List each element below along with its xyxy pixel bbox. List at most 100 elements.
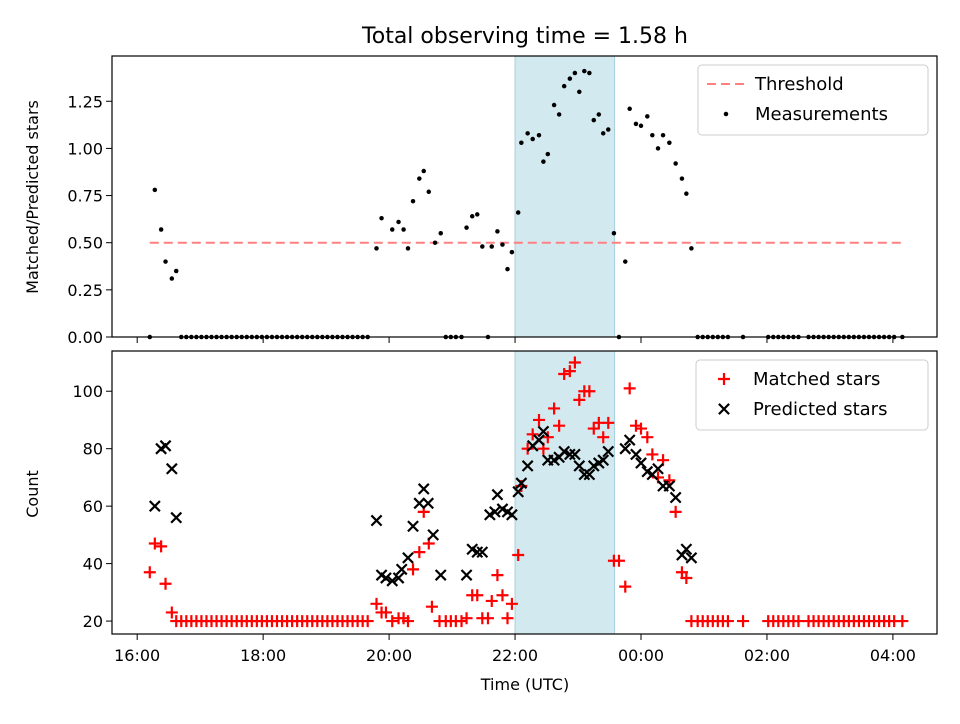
measurement-point xyxy=(426,189,432,195)
legend-label: Measurements xyxy=(755,104,888,125)
predicted-star-point xyxy=(583,468,596,481)
predicted-star-point xyxy=(460,569,473,581)
matched-star-point xyxy=(425,600,438,613)
matched-star-point xyxy=(481,612,494,625)
legend-label: Predicted stars xyxy=(753,399,887,420)
measurement-point xyxy=(158,227,164,232)
measurement-point xyxy=(489,244,495,249)
x-tick-label: 02:00 xyxy=(744,646,790,665)
predicted-star-point xyxy=(521,460,534,472)
x-axis-label: Time (UTC) xyxy=(480,675,569,694)
measurement-point xyxy=(650,132,655,138)
predicted-star-point xyxy=(386,574,399,587)
predicted-star-point xyxy=(370,514,383,527)
measurement-point xyxy=(679,176,685,181)
measurement-point xyxy=(536,132,542,138)
x-tick-label: 04:00 xyxy=(870,646,916,665)
measurement-point xyxy=(600,131,606,136)
measurement-point xyxy=(163,259,168,264)
y-tick-label: 80 xyxy=(83,440,103,459)
matched-star-point xyxy=(460,612,473,625)
matched-star-point xyxy=(612,554,625,567)
y-axis-label-bottom: Count xyxy=(23,470,42,518)
matched-star-point xyxy=(413,546,426,559)
matched-star-point xyxy=(501,612,514,625)
measurement-point xyxy=(519,140,524,146)
measurement-point xyxy=(505,266,510,272)
measurement-point xyxy=(530,136,535,142)
matched-star-point xyxy=(721,615,734,628)
measurement-point xyxy=(587,70,592,76)
predicted-star-point xyxy=(170,511,183,524)
matched-star-point xyxy=(370,597,383,610)
measurement-point xyxy=(509,249,515,255)
measurement-point xyxy=(611,231,617,236)
measurement-point xyxy=(623,259,628,264)
measurement-point xyxy=(596,112,602,117)
matched-star-point xyxy=(548,402,561,415)
predicted-star-point xyxy=(491,488,504,501)
predicted-star-point xyxy=(427,529,440,541)
matched-star-point xyxy=(558,367,571,380)
predicted-star-point xyxy=(597,454,610,467)
x-tick-label: 22:00 xyxy=(492,646,538,665)
observing-window xyxy=(514,350,616,635)
matched-star-point xyxy=(896,615,909,628)
measurement-point xyxy=(374,246,379,251)
measurement-point xyxy=(169,276,175,281)
measurement-point xyxy=(567,76,573,81)
top-panel: 0.00 0.25 0.50 0.75 1.00 1.25 Threshold Measure… xyxy=(67,55,938,347)
matched-star-point xyxy=(597,431,610,444)
legend-label: Matched stars xyxy=(753,369,880,390)
matched-star-point xyxy=(573,393,586,406)
measurement-point xyxy=(500,242,505,247)
matched-star-point xyxy=(602,416,615,429)
measurement-point xyxy=(660,132,666,138)
measurement-point xyxy=(582,68,587,74)
matched-star-point xyxy=(165,606,178,619)
matched-star-point xyxy=(386,615,399,628)
predicted-star-point xyxy=(669,491,682,504)
matched-star-point xyxy=(361,615,374,628)
predicted-star-point xyxy=(417,483,430,495)
y-axis-label-top: Matched/Predicted stars xyxy=(23,100,42,294)
predicted-star-point xyxy=(506,508,518,521)
matched-star-point xyxy=(737,615,750,628)
measurement-point xyxy=(572,70,578,76)
y-tick-label: 20 xyxy=(83,612,103,631)
chart-title: Total observing time = 1.58 h xyxy=(361,24,688,49)
matched-star-point xyxy=(641,431,654,444)
predicted-star-point xyxy=(573,460,586,472)
predicted-star-point xyxy=(512,485,525,498)
bottom-panel: 20 40 60 80 100 16:00 18:00 20:00 22:00 00:00 02:0… xyxy=(72,350,938,665)
matched-star-point xyxy=(619,580,632,593)
matched-star-point xyxy=(583,385,596,398)
y-tick-label: 1.25 xyxy=(67,92,103,111)
measurement-point xyxy=(417,176,422,181)
observing-window xyxy=(514,55,616,338)
measurement-point xyxy=(667,140,672,146)
measurement-point xyxy=(689,246,694,251)
predicted-star-point xyxy=(569,448,581,461)
matched-star-point xyxy=(563,365,576,378)
predicted-star-point xyxy=(680,543,693,556)
predicted-star-point xyxy=(533,434,545,446)
legend-marker xyxy=(718,403,730,415)
matched-star-point xyxy=(521,442,534,455)
predicted-star-point xyxy=(537,425,550,438)
measurement-point xyxy=(495,229,500,234)
predicted-star-point xyxy=(578,468,591,481)
predicted-star-point xyxy=(413,497,426,510)
measurement-point xyxy=(525,131,530,136)
matched-star-point xyxy=(379,606,392,619)
predicted-star-point xyxy=(623,434,636,446)
matched-star-point xyxy=(159,577,172,590)
axes-frame xyxy=(111,55,938,338)
predicted-star-point xyxy=(422,497,435,510)
matched-star-point xyxy=(623,382,636,395)
predicted-star-point xyxy=(159,439,172,452)
matched-star-point xyxy=(532,413,545,426)
matched-star-point xyxy=(491,569,504,582)
matched-star-point xyxy=(505,597,518,610)
measurement-point xyxy=(655,146,661,151)
